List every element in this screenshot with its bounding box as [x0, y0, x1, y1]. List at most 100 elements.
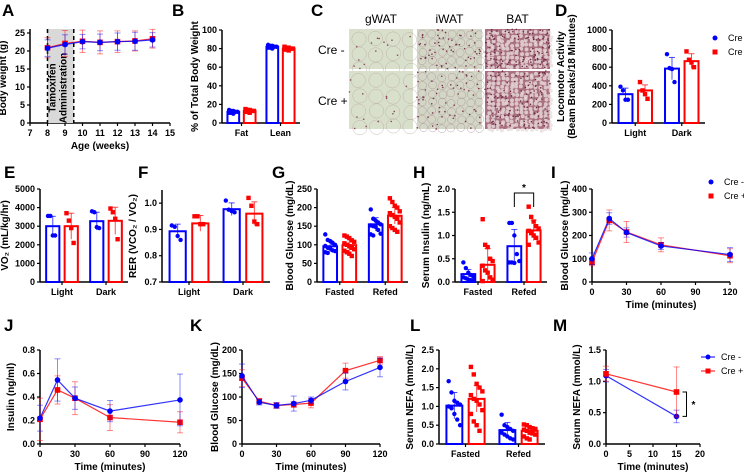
adipocyte-cell: [548, 38, 553, 43]
nucleus: [479, 122, 481, 124]
adipocyte-cell: [548, 110, 553, 115]
nucleus: [390, 120, 393, 123]
nucleus: [452, 117, 455, 120]
adipocyte-cell: [548, 101, 553, 106]
panel-letter-E: E: [4, 163, 15, 182]
adipocyte-cell: [496, 42, 501, 47]
adipocyte-cell: [474, 39, 484, 49]
nucleus: [523, 106, 526, 108]
data-point: [482, 268, 488, 273]
adipocyte-cell: [547, 94, 552, 99]
y-tick-label: 1.0: [437, 231, 450, 241]
y-tick-label: 800: [592, 44, 607, 54]
y-tick-label: 0: [582, 277, 587, 287]
adipocyte-cell: [547, 84, 552, 89]
nucleus: [488, 46, 491, 49]
data-point: [474, 381, 479, 387]
data-point: [468, 392, 474, 398]
data-point: [446, 379, 451, 384]
nucleus: [494, 52, 496, 54]
nucleus: [526, 100, 529, 103]
adipocyte-cell: [501, 46, 506, 51]
data-point: [521, 434, 527, 439]
nucleus: [515, 64, 518, 66]
y-axis-label: Blood Glucose (mg/dL): [560, 181, 571, 291]
data-point: [517, 258, 522, 264]
nucleus: [509, 124, 511, 127]
adipocyte-cell: [548, 126, 553, 131]
nucleus: [503, 89, 505, 92]
y-tick-label: 2.5: [421, 345, 434, 355]
nucleus: [445, 50, 448, 52]
adipocyte-cell: [500, 114, 505, 119]
adipocyte-cell: [543, 85, 548, 90]
adipocyte-cell: [490, 106, 495, 111]
nucleus: [529, 103, 532, 106]
nucleus: [465, 82, 468, 84]
adipocyte-cell: [528, 42, 533, 47]
nucleus: [493, 37, 496, 40]
nucleus: [438, 37, 441, 40]
nucleus: [484, 51, 487, 53]
nucleus: [543, 71, 546, 74]
data-point: [115, 237, 120, 242]
nucleus: [385, 95, 388, 98]
adipocyte-cell: [499, 39, 504, 44]
nucleus: [496, 108, 498, 110]
x-tick-label: 15: [671, 449, 681, 459]
data-point: [625, 97, 631, 102]
y-tick-label: 0: [602, 118, 607, 128]
nucleus: [501, 96, 504, 98]
y-tick-label: 0.5: [421, 420, 434, 430]
nucleus: [453, 104, 456, 107]
nucleus: [421, 36, 424, 39]
adipocyte-cell: [486, 88, 491, 93]
adipocyte-cell: [510, 123, 515, 128]
adipocyte-cell: [475, 90, 485, 100]
adipocyte-cell: [529, 93, 534, 98]
adipocyte-cell: [475, 124, 484, 133]
nucleus: [499, 116, 501, 118]
nucleus: [444, 31, 447, 34]
nucleus: [518, 114, 521, 116]
adipocyte-cell: [465, 115, 475, 125]
data-point: [673, 389, 680, 395]
data-point: [487, 275, 493, 280]
nucleus: [441, 116, 443, 118]
data-point: [510, 428, 516, 434]
adipocyte-cell: [437, 106, 447, 116]
data-point: [514, 251, 520, 257]
x-tick-label: 8: [45, 128, 50, 138]
data-point: [274, 44, 279, 49]
adipocyte-cell: [544, 97, 549, 102]
nucleus: [484, 88, 486, 91]
nucleus: [492, 70, 495, 73]
x-axis-label: Time (minutes): [626, 300, 697, 311]
nucleus: [470, 75, 473, 78]
x-tick-label: Refed: [506, 449, 531, 459]
adipocyte-cell: [427, 29, 436, 39]
data-point: [524, 428, 529, 434]
panel-letter-M: M: [553, 316, 567, 335]
nucleus: [517, 35, 520, 38]
adipocyte-cell: [506, 51, 511, 56]
legend-label: Cre -: [728, 33, 744, 43]
nucleus: [542, 46, 544, 49]
panel-letter-G: G: [272, 163, 285, 182]
y-tick-label: 0.0: [588, 439, 601, 449]
y-tick-label: 300: [572, 207, 587, 217]
y-tick-label: 100: [297, 240, 312, 250]
nucleus: [535, 106, 538, 109]
adipocyte-cell: [514, 77, 519, 82]
nucleus: [452, 87, 455, 89]
adipocyte-cell: [486, 84, 491, 89]
adipocyte-cell: [495, 123, 500, 128]
adipocyte-cell: [486, 52, 491, 57]
nucleus: [498, 74, 501, 76]
adipocyte-cell: [428, 97, 437, 106]
nucleus: [474, 50, 476, 53]
adipocyte-cell: [515, 64, 520, 69]
nucleus: [469, 57, 472, 60]
y-tick-label: 250: [297, 184, 312, 194]
adipocyte-cell: [510, 81, 515, 86]
